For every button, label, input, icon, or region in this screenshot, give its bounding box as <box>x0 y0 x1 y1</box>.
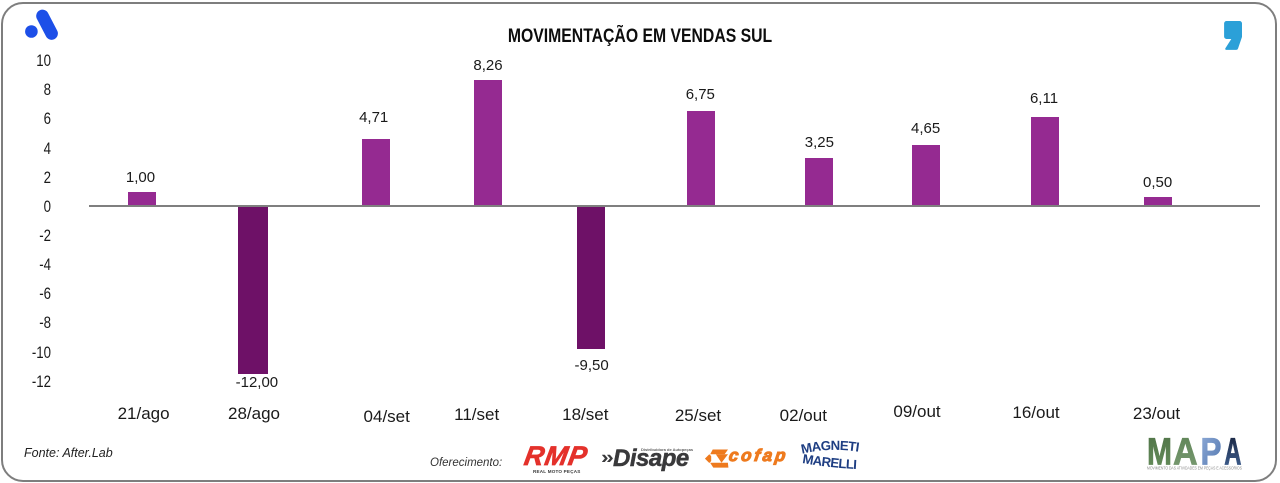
svg-text:P: P <box>1201 433 1222 474</box>
svg-text:A: A <box>1224 433 1241 474</box>
svg-text:MARELLI: MARELLI <box>802 451 857 472</box>
svg-text:MAGNETI: MAGNETI <box>800 438 860 457</box>
svg-text:MOVIMENTO DAS ATIVIDADES EM PE: MOVIMENTO DAS ATIVIDADES EM PEÇAS E ACES… <box>1147 465 1242 470</box>
svg-text:A: A <box>1173 433 1198 474</box>
svg-text:M: M <box>1147 433 1172 474</box>
